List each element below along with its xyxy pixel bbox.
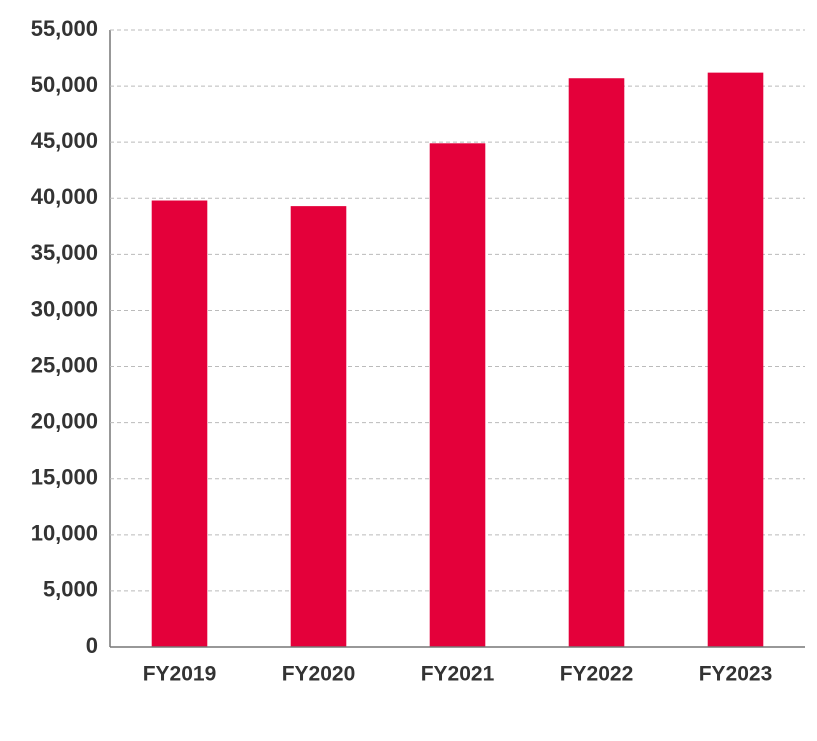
- y-tick-label: 45,000: [31, 128, 98, 153]
- y-tick-label: 15,000: [31, 465, 98, 490]
- y-tick-label: 55,000: [31, 16, 98, 41]
- y-tick-label: 25,000: [31, 352, 98, 377]
- y-tick-label: 20,000: [31, 408, 98, 433]
- bar: [151, 200, 208, 647]
- y-tick-label: 40,000: [31, 184, 98, 209]
- y-tick-label: 10,000: [31, 521, 98, 546]
- bar: [290, 206, 347, 647]
- y-tick-label: 0: [86, 633, 98, 658]
- x-tick-label: FY2021: [421, 663, 495, 686]
- y-tick-label: 30,000: [31, 296, 98, 321]
- y-tick-label: 35,000: [31, 240, 98, 265]
- bar: [429, 143, 486, 647]
- y-tick-label: 50,000: [31, 72, 98, 97]
- bar: [707, 72, 764, 647]
- x-tick-label: FY2023: [699, 663, 773, 686]
- y-tick-label: 5,000: [43, 577, 98, 602]
- x-tick-label: FY2019: [143, 663, 217, 686]
- x-tick-label: FY2020: [282, 663, 356, 686]
- bar: [568, 78, 625, 648]
- x-tick-label: FY2022: [560, 663, 634, 686]
